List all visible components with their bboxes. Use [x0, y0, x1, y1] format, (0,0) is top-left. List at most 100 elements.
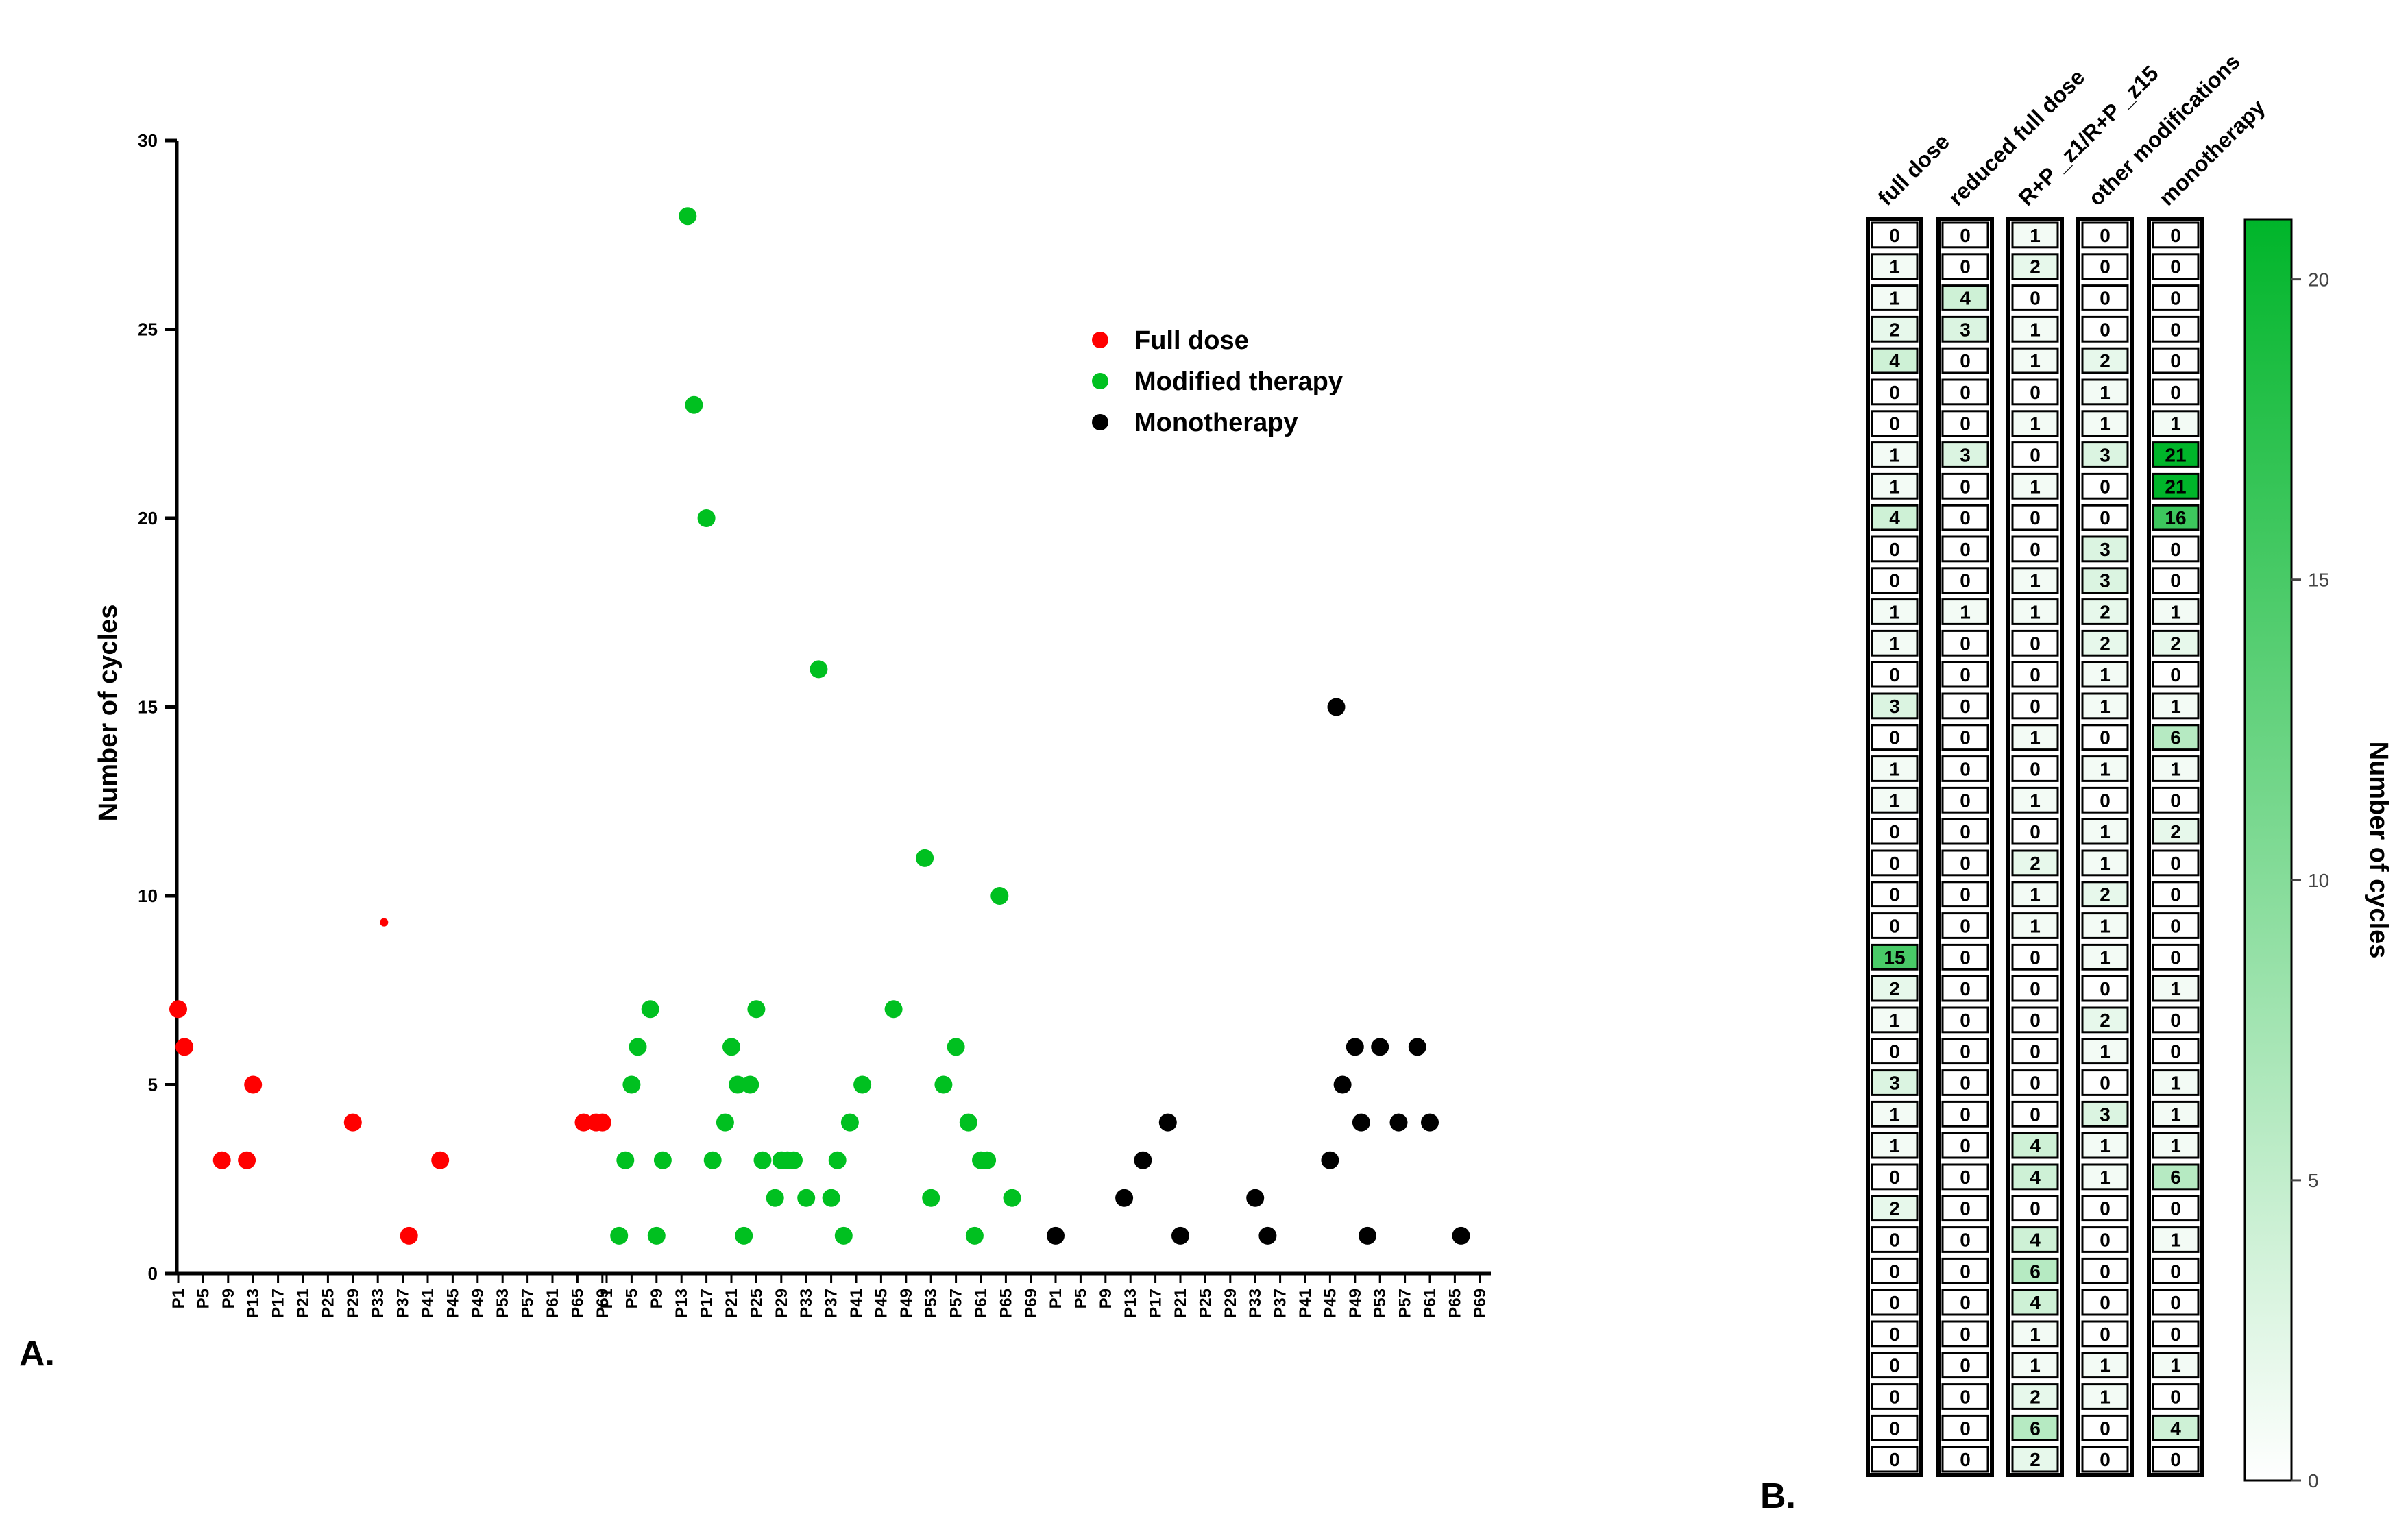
x-tick-label: P29	[1221, 1289, 1240, 1318]
heatmap-cell	[1941, 253, 1989, 280]
heatmap-column-title: reduced full dose	[1943, 64, 2089, 210]
y-tick-label: 25	[138, 319, 158, 340]
heatmap-cell-value: 2	[2170, 821, 2181, 842]
heatmap-cell-value: 0	[1889, 1292, 1900, 1313]
scatter-point	[747, 1000, 766, 1019]
heatmap-cell-value: 0	[1889, 539, 1900, 560]
heatmap-cell	[1941, 1195, 1989, 1222]
scatter-point	[978, 1151, 997, 1169]
heatmap-cell-value: 0	[1960, 1387, 1971, 1408]
scatter-point	[959, 1113, 977, 1132]
heatmap-cell	[2081, 472, 2129, 500]
heatmap-cell	[2011, 1069, 2059, 1096]
heatmap-cell	[2081, 724, 2129, 751]
x-tick-label: P17	[698, 1289, 716, 1318]
scatter-point	[212, 1151, 231, 1169]
scatter-point	[685, 395, 703, 414]
heatmap-cell-value: 6	[2170, 727, 2181, 748]
x-tick-label: P45	[872, 1289, 890, 1318]
x-tick-label: P61	[1421, 1289, 1439, 1318]
heatmap-cell	[1871, 1414, 1919, 1441]
heatmap-cell	[1871, 1038, 1919, 1065]
heatmap-cell	[2081, 881, 2129, 908]
scatter-point	[947, 1038, 965, 1056]
heatmap-cell	[2011, 253, 2059, 280]
scatter-point	[1452, 1226, 1470, 1245]
heatmap-cell-value: 1	[2100, 759, 2111, 780]
heatmap-cell-value: 4	[1889, 350, 1900, 371]
heatmap-cell	[2152, 441, 2200, 468]
heatmap-cell	[1871, 1100, 1919, 1128]
heatmap-cell-value: 0	[1889, 1355, 1900, 1376]
scatter-point	[753, 1151, 772, 1169]
heatmap-cell	[1941, 661, 1989, 688]
heatmap-cell	[1941, 472, 1989, 500]
legend-marker	[1092, 332, 1108, 348]
heatmap-cell-value: 3	[1960, 445, 1971, 466]
heatmap-cell-value: 0	[1960, 1010, 1971, 1031]
heatmap-cell	[2011, 1226, 2059, 1253]
heatmap-cell-value: 0	[1960, 350, 1971, 371]
heatmap-cell-value: 0	[1960, 978, 1971, 999]
heatmap-cell-value: 1	[2100, 853, 2111, 874]
heatmap-cell	[1871, 567, 1919, 594]
heatmap-cell	[2152, 661, 2200, 688]
panel-b-heatmap: full dose0112400114001103011000015210311…	[1760, 49, 2393, 1516]
heatmap-cell-value: 0	[1889, 1387, 1900, 1408]
scatter-point	[934, 1075, 953, 1094]
heatmap-cell-value: 0	[2100, 1417, 2111, 1439]
x-tick-label: P21	[294, 1289, 313, 1318]
heatmap-cell-value: 4	[2030, 1135, 2041, 1156]
x-tick-label: P5	[1071, 1289, 1090, 1308]
heatmap-cell	[2081, 629, 2129, 657]
heatmap-cell-value: 0	[1960, 476, 1971, 497]
heatmap-cell-value: 0	[2030, 1104, 2041, 1125]
scatter-point	[1171, 1226, 1189, 1245]
scatter-point	[766, 1189, 784, 1207]
heatmap-cell-value: 0	[2030, 696, 2041, 717]
heatmap-cell	[1871, 1383, 1919, 1410]
scatter-point	[175, 1038, 194, 1056]
x-tick-label: P1	[169, 1289, 188, 1308]
heatmap-cell-value: 1	[2030, 602, 2041, 623]
heatmap-cell	[1941, 1446, 1989, 1473]
colorbar-tick-label: 15	[2308, 570, 2329, 591]
heatmap-cell	[2081, 975, 2129, 1002]
heatmap-cell-value: 0	[2100, 1449, 2111, 1470]
heatmap-cell-value: 0	[2030, 633, 2041, 654]
heatmap-cell-value: 0	[2170, 256, 2181, 278]
heatmap-cell-value: 0	[1960, 790, 1971, 811]
heatmap-cell-value: 0	[2030, 978, 2041, 999]
heatmap-cell	[2152, 1414, 2200, 1441]
heatmap-cell	[1871, 347, 1919, 374]
scatter-point	[1359, 1226, 1376, 1245]
x-tick-label: P37	[394, 1289, 413, 1318]
heatmap-cell	[1871, 441, 1919, 468]
heatmap-cell-value: 0	[2100, 225, 2111, 246]
heatmap-cell	[1941, 1320, 1989, 1348]
x-tick-label: P53	[922, 1289, 940, 1318]
heatmap-cell	[1941, 786, 1989, 814]
scatter-points	[169, 207, 1470, 1245]
x-tick-label: P57	[519, 1289, 537, 1318]
heatmap-cell	[2011, 661, 2059, 688]
heatmap-cell	[2081, 849, 2129, 877]
heatmap-cell-value: 1	[2100, 916, 2111, 937]
heatmap-cell-value: 1	[2100, 382, 2111, 403]
heatmap-cell	[1941, 692, 1989, 720]
scatter-point	[703, 1151, 722, 1169]
heatmap-cell	[2011, 347, 2059, 374]
heatmap-cell-value: 1	[2030, 1355, 2041, 1376]
heatmap-cell	[1871, 629, 1919, 657]
scatter-point	[828, 1151, 847, 1169]
heatmap-cell-value: 0	[1960, 570, 1971, 592]
heatmap-cell-value: 2	[2100, 350, 2111, 371]
heatmap-cell-value: 1	[2100, 1041, 2111, 1062]
heatmap-column-title: full dose	[1873, 129, 1954, 210]
heatmap-cell-value: 0	[2030, 445, 2041, 466]
x-tick-label: P61	[544, 1289, 562, 1318]
heatmap-cell	[1871, 378, 1919, 406]
heatmap-cell	[2081, 818, 2129, 845]
heatmap-cell-value: 0	[2170, 884, 2181, 905]
